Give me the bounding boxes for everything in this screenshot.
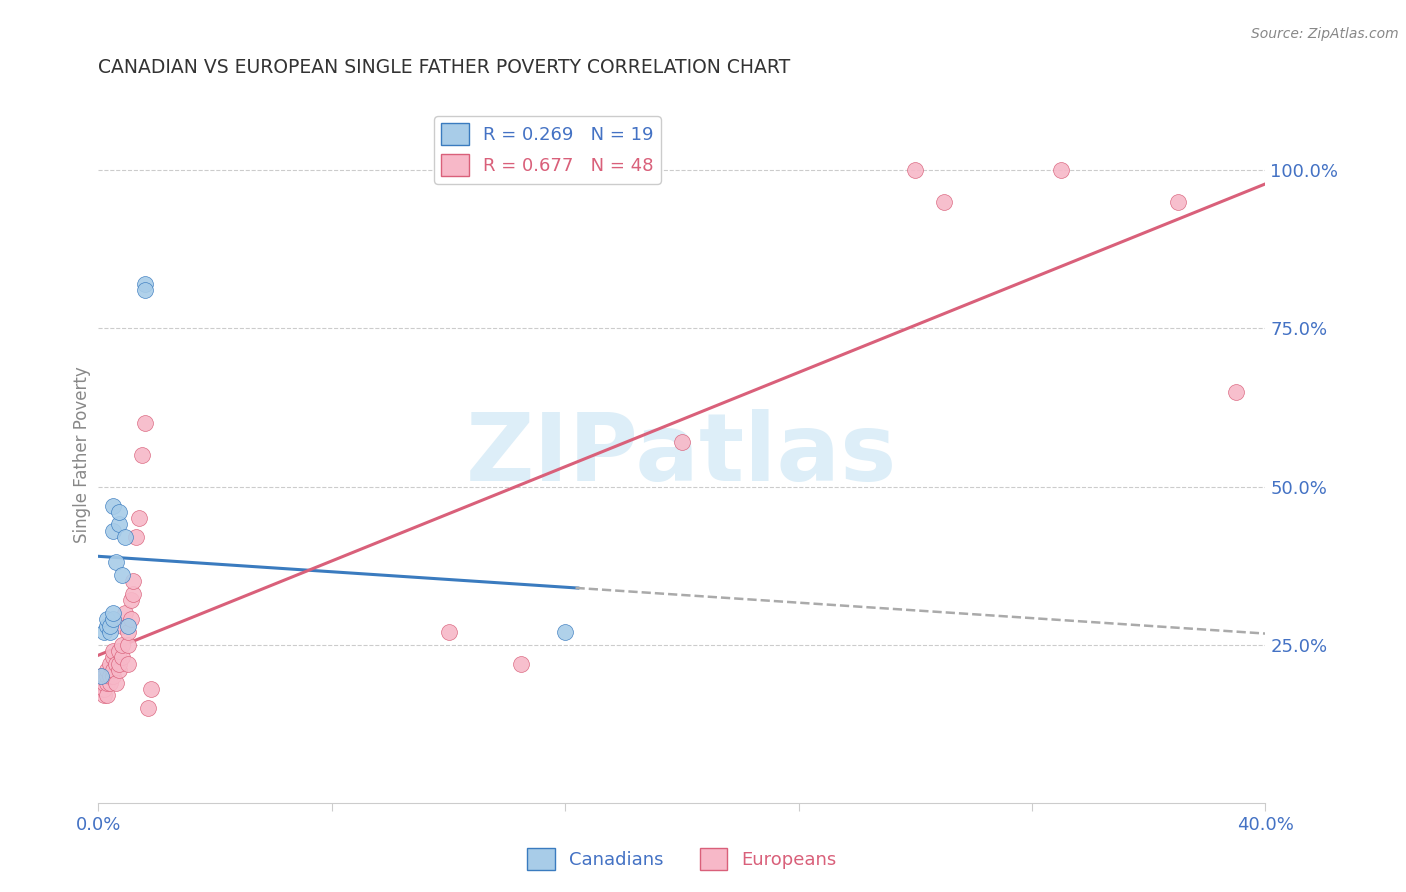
Point <box>101 499 124 513</box>
Point <box>90 669 112 683</box>
Point <box>98 675 121 690</box>
Point <box>90 669 112 683</box>
Legend: Canadians, Europeans: Canadians, Europeans <box>520 841 844 877</box>
Point <box>120 593 142 607</box>
Point <box>101 612 124 626</box>
Point <box>554 625 576 640</box>
Point <box>117 657 139 671</box>
Point <box>93 669 115 683</box>
Text: ZIPatlas: ZIPatlas <box>467 409 897 501</box>
Point <box>90 681 112 696</box>
Point <box>131 448 153 462</box>
Point <box>93 675 115 690</box>
Point <box>93 688 115 702</box>
Point <box>98 669 121 683</box>
Point <box>108 505 131 519</box>
Point <box>101 669 124 683</box>
Point <box>104 657 127 671</box>
Point <box>108 657 131 671</box>
Text: CANADIAN VS EUROPEAN SINGLE FATHER POVERTY CORRELATION CHART: CANADIAN VS EUROPEAN SINGLE FATHER POVER… <box>98 58 790 77</box>
Point <box>1225 384 1247 399</box>
Point <box>96 688 118 702</box>
Point <box>1050 163 1073 178</box>
Point <box>108 663 131 677</box>
Point <box>101 606 124 620</box>
Point <box>114 606 136 620</box>
Point <box>934 194 956 209</box>
Y-axis label: Single Father Poverty: Single Father Poverty <box>73 367 91 543</box>
Point <box>111 568 134 582</box>
Point <box>90 675 112 690</box>
Point <box>117 638 139 652</box>
Point <box>1167 194 1189 209</box>
Point <box>134 417 156 431</box>
Point <box>120 612 142 626</box>
Point <box>134 284 156 298</box>
Point <box>96 675 118 690</box>
Point <box>98 657 121 671</box>
Text: Source: ZipAtlas.com: Source: ZipAtlas.com <box>1251 27 1399 41</box>
Point <box>136 701 159 715</box>
Point <box>98 618 121 632</box>
Point <box>104 556 127 570</box>
Point <box>108 644 131 658</box>
Point <box>101 644 124 658</box>
Point <box>128 511 150 525</box>
Point <box>134 277 156 292</box>
Point <box>117 618 139 632</box>
Point <box>93 681 115 696</box>
Point <box>101 650 124 665</box>
Point <box>510 657 533 671</box>
Point <box>96 663 118 677</box>
Point <box>437 625 460 640</box>
Point <box>96 618 118 632</box>
Point <box>114 530 136 544</box>
Point <box>96 612 118 626</box>
Point <box>111 638 134 652</box>
Point <box>101 524 124 538</box>
Point <box>96 669 118 683</box>
Point <box>904 163 927 178</box>
Point <box>122 574 145 589</box>
Point <box>139 681 162 696</box>
Point <box>125 530 148 544</box>
Point <box>93 625 115 640</box>
Point <box>101 663 124 677</box>
Point <box>111 650 134 665</box>
Point <box>108 517 131 532</box>
Point <box>111 618 134 632</box>
Point <box>117 625 139 640</box>
Point <box>122 587 145 601</box>
Point <box>98 625 121 640</box>
Point <box>104 675 127 690</box>
Point <box>671 435 693 450</box>
